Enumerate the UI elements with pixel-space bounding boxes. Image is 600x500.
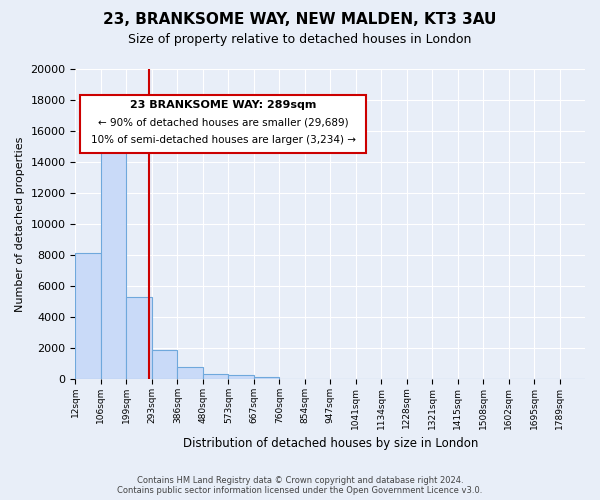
Text: Size of property relative to detached houses in London: Size of property relative to detached ho… xyxy=(128,32,472,46)
FancyBboxPatch shape xyxy=(80,96,366,152)
Bar xyxy=(228,376,254,379)
Bar xyxy=(152,350,178,379)
Text: 10% of semi-detached houses are larger (3,234) →: 10% of semi-detached houses are larger (… xyxy=(91,135,356,145)
Bar xyxy=(203,374,228,379)
Bar xyxy=(178,366,203,379)
X-axis label: Distribution of detached houses by size in London: Distribution of detached houses by size … xyxy=(182,437,478,450)
Bar xyxy=(76,254,101,379)
Bar xyxy=(127,297,152,379)
Text: Contains HM Land Registry data © Crown copyright and database right 2024.
Contai: Contains HM Land Registry data © Crown c… xyxy=(118,476,482,495)
Text: 23 BRANKSOME WAY: 289sqm: 23 BRANKSOME WAY: 289sqm xyxy=(130,100,316,110)
Y-axis label: Number of detached properties: Number of detached properties xyxy=(15,136,25,312)
Text: 23, BRANKSOME WAY, NEW MALDEN, KT3 3AU: 23, BRANKSOME WAY, NEW MALDEN, KT3 3AU xyxy=(103,12,497,28)
Bar xyxy=(101,123,127,379)
Bar xyxy=(254,377,279,379)
Text: ← 90% of detached houses are smaller (29,689): ← 90% of detached houses are smaller (29… xyxy=(98,118,349,128)
